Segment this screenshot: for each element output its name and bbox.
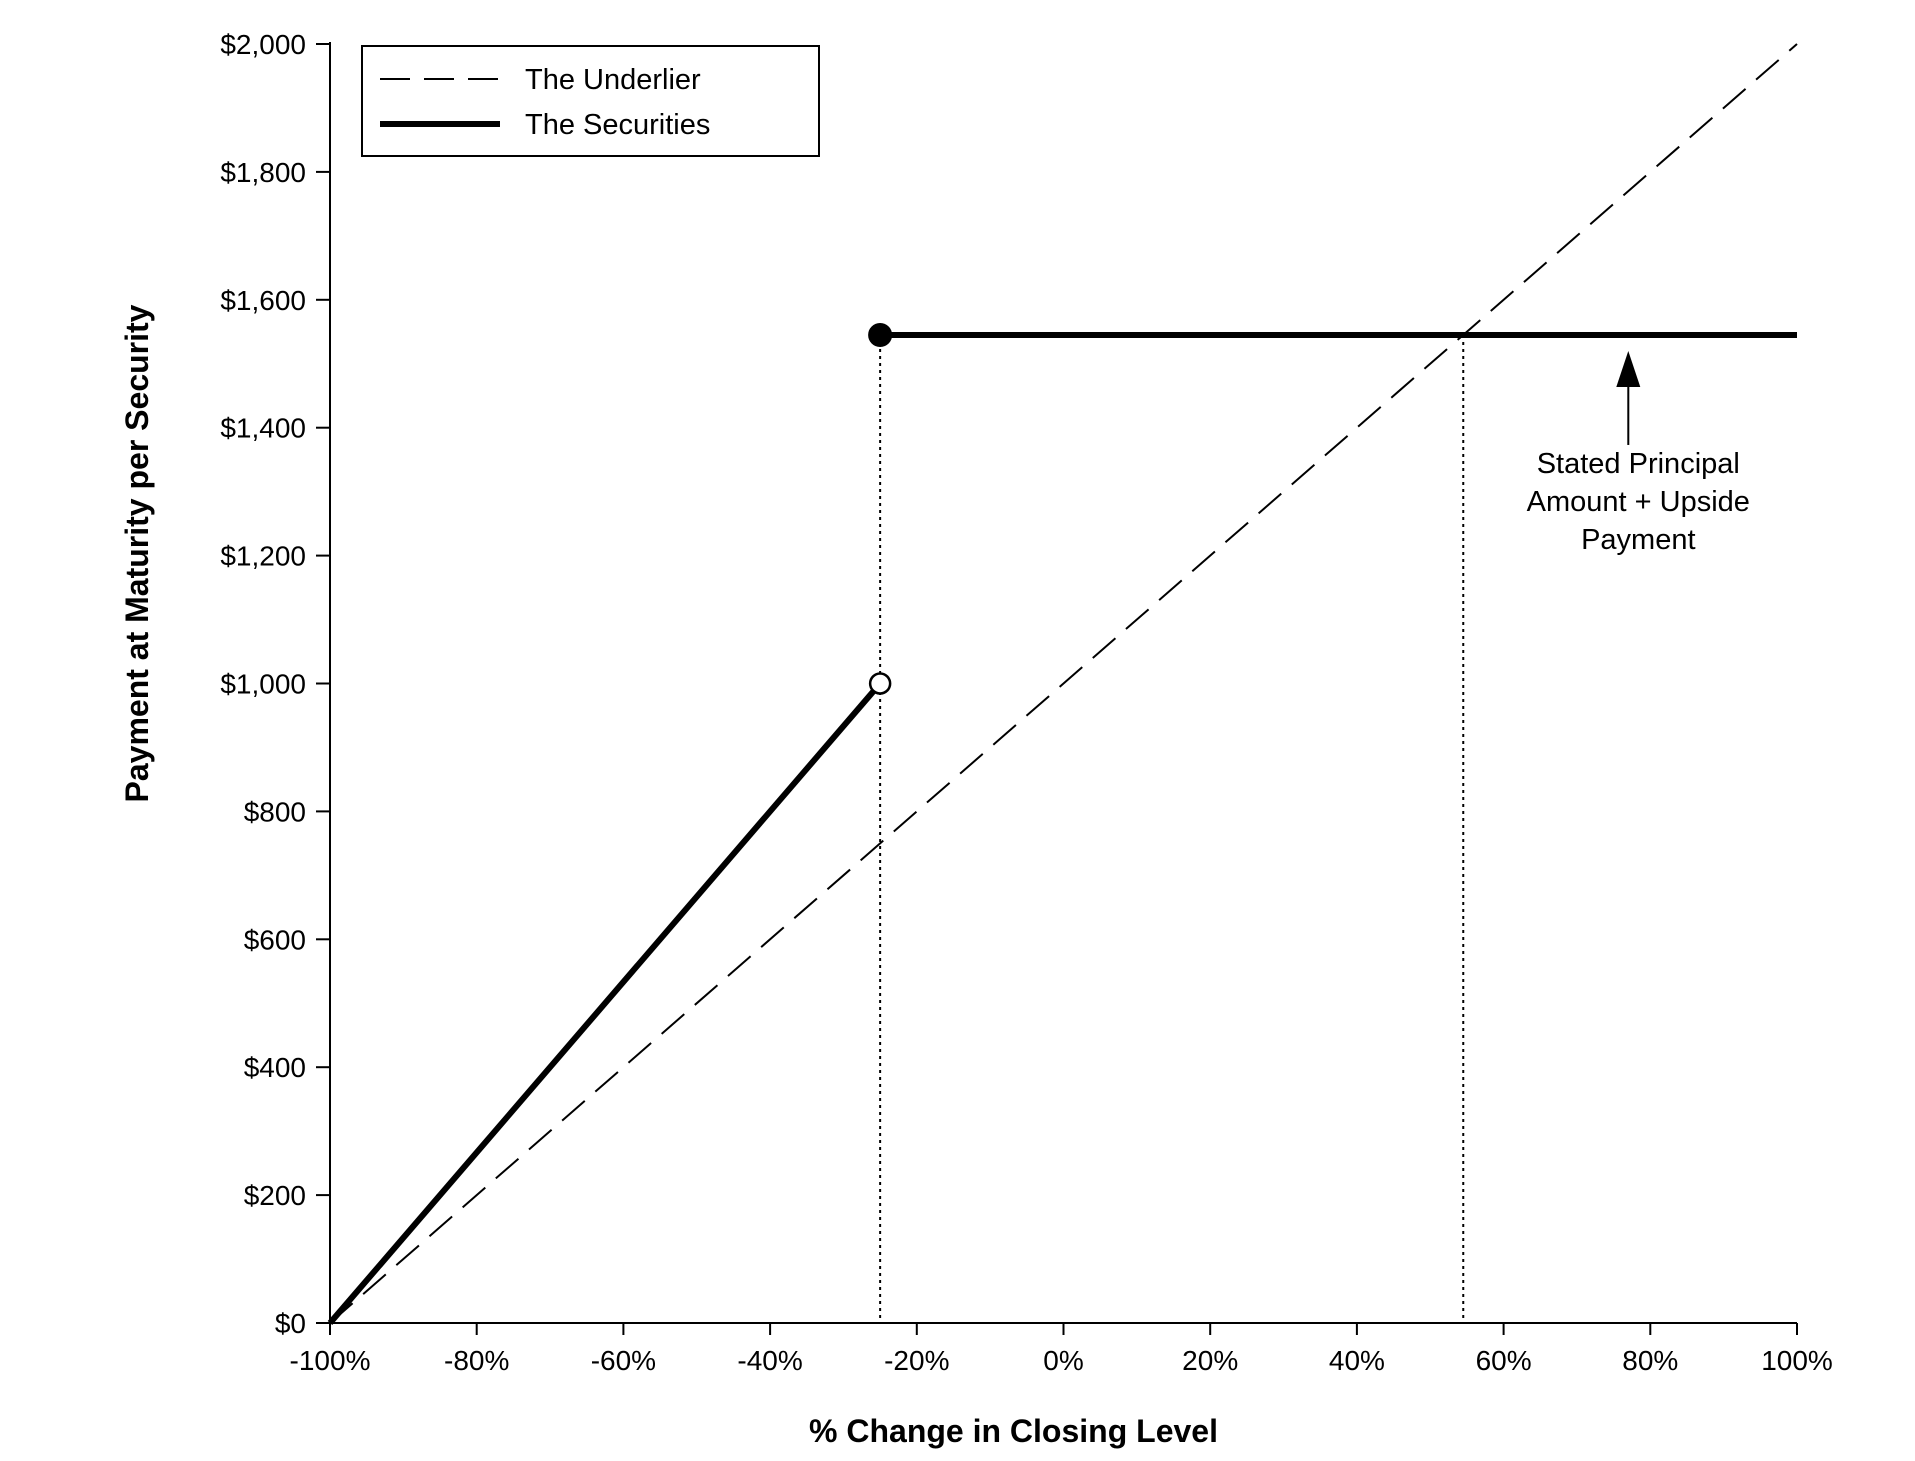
series-securities [327, 322, 1797, 1325]
y-tick-label: $1,000 [220, 669, 306, 700]
y-tick-label: $1,200 [220, 541, 306, 572]
y-tick-label: $400 [244, 1052, 306, 1083]
y-tick-label: $800 [244, 796, 306, 827]
x-tick-label: 80% [1622, 1345, 1678, 1376]
legend-label-securities: The Securities [525, 109, 710, 141]
annotation-line-1: Stated Principal [1537, 448, 1740, 480]
y-tick-label: $1,800 [220, 157, 306, 188]
x-tick-label: -100% [290, 1345, 371, 1376]
legend-box [361, 45, 820, 157]
underlier-line [329, 43, 1798, 1324]
x-tick-label: 100% [1761, 1345, 1833, 1376]
x-axis-title: % Change in Closing Level [809, 1413, 1218, 1449]
series-underlier [329, 43, 1798, 1324]
annotation-line-3: Payment [1581, 524, 1695, 556]
annotation: Stated Principal Amount + Upside Payment [1527, 350, 1750, 556]
y-tick-label: $600 [244, 924, 306, 955]
x-tick-label: -40% [737, 1345, 802, 1376]
open-circle-marker [868, 672, 892, 695]
y-tick-label: $0 [275, 1308, 306, 1339]
y-axis-title: Payment at Maturity per Security [119, 304, 155, 802]
x-tick-label: -80% [444, 1345, 509, 1376]
legend-label-underlier: The Underlier [525, 64, 701, 96]
y-tick-label: $200 [244, 1180, 306, 1211]
filled-circle-marker [868, 322, 893, 347]
y-tick-label: $2,000 [220, 29, 306, 60]
x-tick-label: -20% [884, 1345, 949, 1376]
x-tick-label: 20% [1182, 1345, 1238, 1376]
x-tick-label: 60% [1476, 1345, 1532, 1376]
legend: The Underlier The Securities [361, 45, 820, 157]
x-axis-ticks: -100% -80% -60% -40% -20% 0% 20% 40% 60% 80% 100% [290, 1323, 1833, 1376]
y-axis-ticks: $0 $200 $400 $600 $800 $1,000 $1,200 $1,400 $1,6… [220, 29, 330, 1339]
y-tick-label: $1,600 [220, 285, 306, 316]
x-tick-label: 40% [1329, 1345, 1385, 1376]
reference-lines [879, 334, 1465, 1323]
x-tick-label: -60% [591, 1345, 656, 1376]
securities-segment-1 [327, 681, 883, 1325]
y-tick-label: $1,400 [220, 413, 306, 444]
annotation-arrow-head [1616, 350, 1641, 387]
x-tick-label: 0% [1043, 1345, 1083, 1376]
annotation-line-2: Amount + Upside [1527, 486, 1750, 518]
